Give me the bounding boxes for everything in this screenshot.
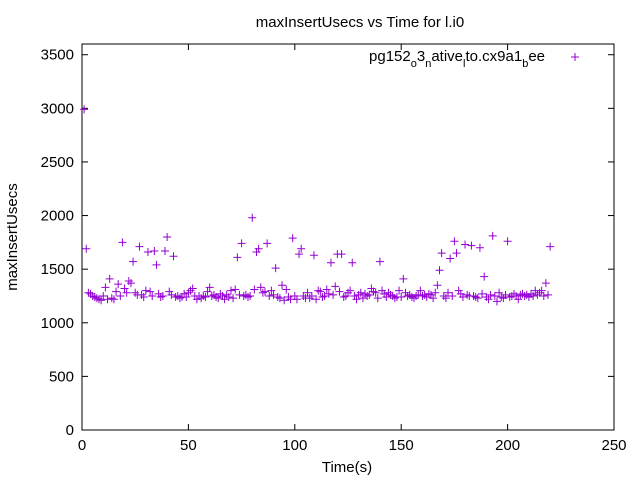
x-tick-label: 100 <box>282 437 307 454</box>
x-tick-label: 50 <box>180 437 197 454</box>
x-tick-label: 0 <box>78 437 86 454</box>
y-tick-label: 1000 <box>41 315 74 332</box>
y-axis-label: maxInsertUsecs <box>4 183 21 291</box>
x-tick-label: 150 <box>389 437 414 454</box>
x-tick-label: 200 <box>495 437 520 454</box>
y-tick-label: 0 <box>66 422 74 439</box>
x-axis-label: Time(s) <box>322 459 372 476</box>
x-tick-label: 250 <box>601 437 626 454</box>
chart-title: maxInsertUsecs vs Time for l.i0 <box>256 14 464 31</box>
y-tick-label: 1500 <box>41 261 74 278</box>
y-tick-label: 3000 <box>41 100 74 117</box>
y-tick-label: 2500 <box>41 154 74 171</box>
y-tick-label: 500 <box>49 368 74 385</box>
y-tick-label: 3500 <box>41 47 74 64</box>
y-tick-label: 2000 <box>41 208 74 225</box>
